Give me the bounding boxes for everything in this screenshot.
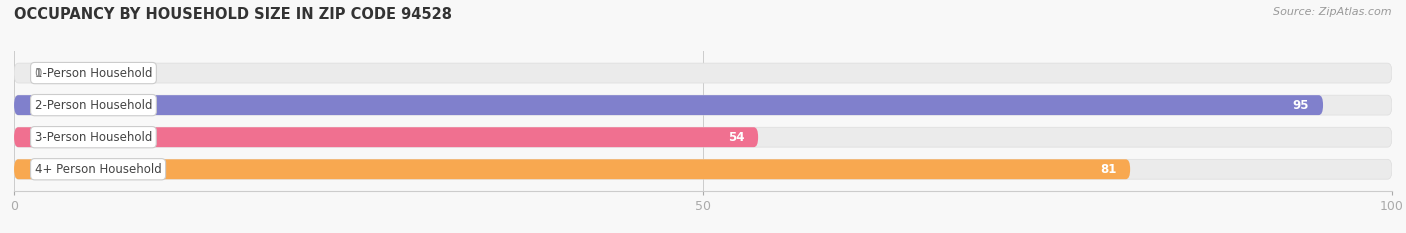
FancyBboxPatch shape bbox=[14, 95, 1323, 115]
FancyBboxPatch shape bbox=[14, 63, 1392, 83]
FancyBboxPatch shape bbox=[14, 95, 1392, 115]
Text: 3-Person Household: 3-Person Household bbox=[35, 131, 152, 144]
Text: 0: 0 bbox=[35, 67, 42, 79]
Text: OCCUPANCY BY HOUSEHOLD SIZE IN ZIP CODE 94528: OCCUPANCY BY HOUSEHOLD SIZE IN ZIP CODE … bbox=[14, 7, 453, 22]
Text: 1-Person Household: 1-Person Household bbox=[35, 67, 152, 79]
Text: 95: 95 bbox=[1292, 99, 1309, 112]
FancyBboxPatch shape bbox=[14, 159, 1392, 179]
Text: Source: ZipAtlas.com: Source: ZipAtlas.com bbox=[1274, 7, 1392, 17]
Text: 81: 81 bbox=[1099, 163, 1116, 176]
FancyBboxPatch shape bbox=[14, 127, 758, 147]
FancyBboxPatch shape bbox=[14, 159, 1130, 179]
FancyBboxPatch shape bbox=[14, 127, 1392, 147]
Text: 2-Person Household: 2-Person Household bbox=[35, 99, 152, 112]
Text: 4+ Person Household: 4+ Person Household bbox=[35, 163, 162, 176]
Text: 54: 54 bbox=[728, 131, 744, 144]
